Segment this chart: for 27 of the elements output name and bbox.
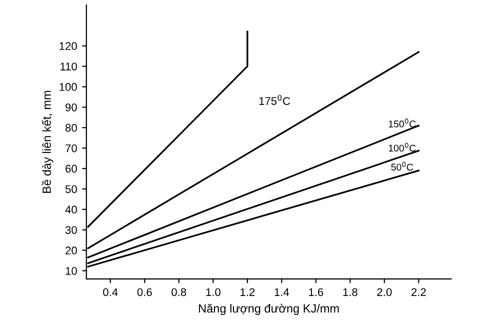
y-tick-label: 90 [66,103,77,112]
x-axis-title: Năng lượng đường KJ/mm [199,304,339,315]
x-tick-label: 0.4 [103,288,118,296]
x-tick-label: 1.8 [343,288,358,296]
x-tick-label: 1.4 [274,288,290,296]
x-tick-label: 1.2 [240,288,255,296]
text: 175$^{0}$C [259,94,290,105]
x-tick-label: 0.8 [172,288,186,296]
series-label: 50$^{0}$C [391,162,414,171]
y-tick-label: 40 [65,206,77,214]
y-axis-title: Bề dày liên kết, mm [42,90,54,193]
series-label: 100$^{0}$C [388,142,416,152]
x-tick-label: 1.0 [206,288,220,296]
x-tick-label: 2.0 [377,288,392,296]
y-tick-label: 120 [60,42,77,50]
y-tick-label: 10 [66,266,77,275]
y-tick-label: 30 [65,226,77,234]
y-tick-label: 70 [66,144,77,152]
x-tick-label: 0.6 [137,288,152,296]
x-tick-label: 1.6 [309,288,324,296]
y-tick-label: 100 [60,83,77,91]
y-tick-label: 80 [65,124,77,132]
y-tick-label: 110 [60,62,77,70]
y-tick-label: 20 [66,246,77,254]
x-tick-label: 2.2 [411,288,426,296]
y-tick-label: 60 [66,164,77,173]
y-tick-label: 50 [65,185,77,194]
